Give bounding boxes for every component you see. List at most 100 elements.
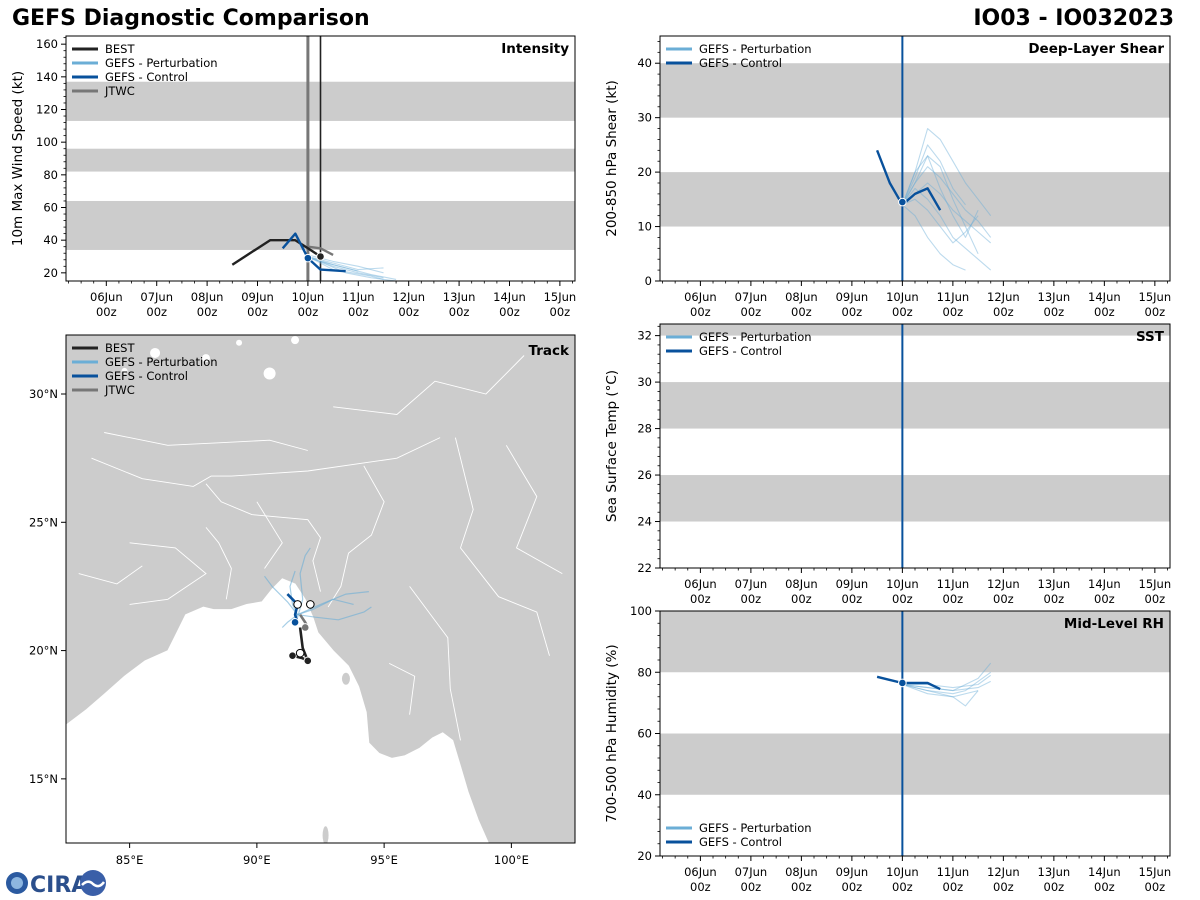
y-tick-label: 30 [637, 375, 652, 389]
legend-label: GEFS - Perturbation [105, 355, 218, 369]
perturbation-line [307, 255, 384, 279]
admin-boundary [333, 355, 525, 415]
perturbation-line [902, 671, 992, 695]
x-tick-hour: 00z [943, 305, 964, 319]
x-tick-day: 15Jun [1139, 290, 1172, 304]
y-axis-label: 700-500 hPa Humidity (%) [604, 644, 620, 822]
analysis-marker [316, 252, 325, 261]
y-axis-label: 200-850 hPa Shear (kt) [604, 80, 620, 237]
x-tick-day: 06Jun [684, 290, 717, 304]
x-tick-hour: 00z [550, 305, 571, 319]
y-tick-label: 40 [637, 56, 652, 70]
y-tick-label: 32 [637, 329, 652, 343]
admin-boundary [91, 437, 441, 487]
x-tick-hour: 00z [398, 305, 419, 319]
y-tick-label: 40 [637, 788, 652, 802]
lat-tick-label: 20°N [29, 644, 58, 658]
jtwc-line [307, 245, 334, 256]
track-map: 85°E 90°E 95°E 100°E 15°N 20°N 25°N 30°N Track BE… [29, 334, 576, 867]
panel-title: Intensity [501, 41, 569, 57]
admin-boundary [205, 527, 232, 600]
shear-plot-area [660, 36, 1170, 281]
lake [121, 367, 128, 374]
y-tick-label: 20 [637, 849, 652, 863]
track-position-marker [306, 600, 315, 609]
y-tick-label: 60 [637, 727, 652, 741]
x-tick-hour: 00z [1094, 305, 1115, 319]
x-tick-hour: 00z [197, 305, 218, 319]
y-tick-label: 80 [637, 665, 652, 679]
x-tick-day: 10Jun [292, 290, 325, 304]
x-tick-day: 15Jun [1139, 577, 1172, 591]
x-tick-day: 06Jun [90, 290, 123, 304]
x-tick-hour: 00z [791, 592, 812, 606]
x-tick-day: 10Jun [886, 865, 919, 879]
y-axis-label: 10m Max Wind Speed (kt) [10, 71, 26, 246]
x-tick-hour: 00z [449, 305, 470, 319]
lat-tick-label: 15°N [29, 772, 58, 786]
cira-logo: CIRA [6, 870, 106, 898]
perturbation-line [902, 204, 966, 271]
x-tick-hour: 00z [247, 305, 268, 319]
x-tick-day: 08Jun [785, 290, 818, 304]
x-tick-hour: 00z [1145, 880, 1166, 894]
y-tick-label: 40 [43, 233, 58, 247]
track-position-marker [290, 618, 300, 627]
x-tick-day: 09Jun [836, 577, 869, 591]
rh-plot-area [660, 611, 1170, 856]
legend-label: JTWC [104, 383, 135, 397]
x-tick-hour: 00z [791, 305, 812, 319]
perturbation-line [901, 144, 966, 206]
x-tick-hour: 00z [892, 880, 913, 894]
x-tick-day: 10Jun [886, 290, 919, 304]
x-tick-day: 06Jun [684, 577, 717, 591]
legend-label: BEST [105, 42, 135, 56]
x-tick-hour: 00z [842, 880, 863, 894]
admin-boundary [388, 662, 416, 715]
x-tick-hour: 00z [96, 305, 117, 319]
admin-boundary [78, 565, 143, 585]
perturbation-line [902, 662, 992, 692]
perturbation-line [902, 683, 979, 698]
x-tick-hour: 00z [1145, 592, 1166, 606]
perturbation-line [307, 255, 359, 272]
x-tick-hour: 00z [943, 592, 964, 606]
x-tick-hour: 00z [1094, 592, 1115, 606]
legend-label: BEST [105, 341, 135, 355]
lake [291, 336, 300, 345]
lake [201, 354, 210, 363]
y-tick-label: 100 [36, 135, 58, 149]
admin-boundary [129, 542, 207, 605]
legend-label: GEFS - Control [105, 369, 188, 383]
x-tick-day: 12Jun [987, 290, 1020, 304]
track-position-marker [293, 600, 302, 609]
x-tick-day: 08Jun [785, 577, 818, 591]
y-tick-label: 20 [637, 165, 652, 179]
y-tick-label: 24 [637, 515, 652, 529]
logo-text: CIRA [30, 873, 88, 898]
x-tick-hour: 00z [993, 880, 1014, 894]
threshold-band [660, 63, 1170, 118]
perturbation-line [307, 255, 397, 281]
x-tick-day: 11Jun [937, 290, 970, 304]
x-tick-hour: 00z [943, 880, 964, 894]
x-tick-hour: 00z [993, 305, 1014, 319]
lon-tick-label: 90°E [243, 853, 271, 867]
x-tick-day: 13Jun [1038, 290, 1071, 304]
ramree-island [341, 672, 350, 685]
sst-chart: 22242628303206Jun00z07Jun00z08Jun00z09Ju… [604, 323, 1172, 606]
threshold-band [660, 324, 1170, 336]
perturbation-line [902, 674, 992, 689]
perturbation-line [901, 166, 992, 238]
x-tick-hour: 00z [690, 592, 711, 606]
legend-label: GEFS - Control [699, 344, 782, 358]
analysis-marker [898, 678, 907, 688]
y-tick-label: 60 [43, 201, 58, 215]
x-tick-day: 11Jun [937, 577, 970, 591]
storm-id: IO03 - IO032023 [973, 6, 1174, 31]
admin-boundary [104, 432, 308, 451]
x-tick-day: 12Jun [987, 865, 1020, 879]
x-tick-hour: 00z [842, 305, 863, 319]
y-tick-label: 26 [637, 468, 652, 482]
x-tick-hour: 00z [892, 592, 913, 606]
